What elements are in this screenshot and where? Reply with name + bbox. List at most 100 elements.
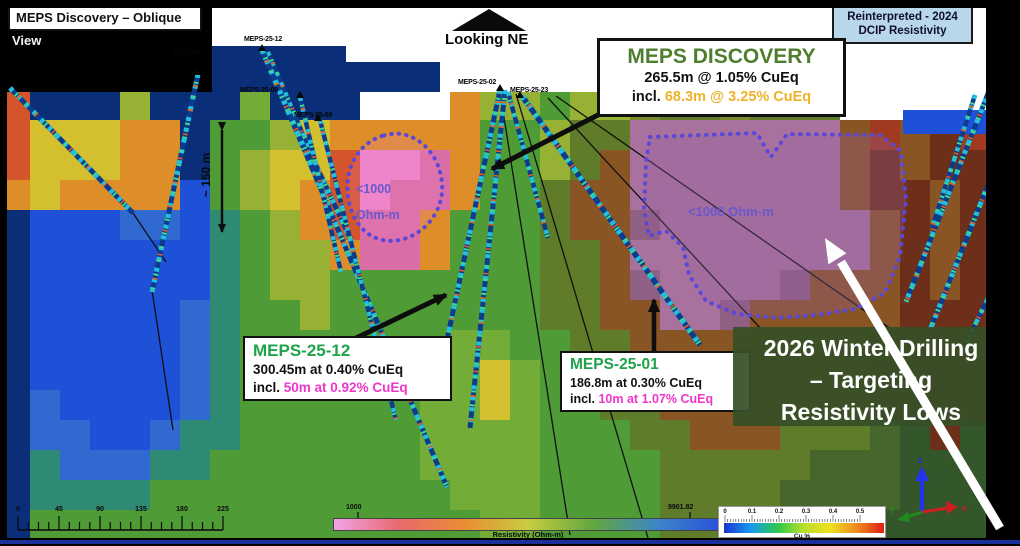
heatmap-cell (930, 300, 960, 330)
heatmap-cell (30, 450, 60, 480)
heatmap-cell (420, 480, 450, 510)
collar-label-meps-25-08: MEPS-25-08 (240, 87, 278, 94)
heatmap-cell (420, 180, 450, 210)
heatmap-cell (690, 270, 720, 300)
heatmap-cell (300, 210, 330, 240)
heatmap-cell (900, 240, 930, 270)
heatmap-cell (30, 390, 60, 420)
heatmap-cell (600, 270, 630, 300)
heatmap-cell (300, 150, 330, 180)
heatmap-cell (330, 90, 360, 120)
heatmap-cell (150, 360, 180, 390)
collar-label-meps-25-23: MEPS-25-23 (510, 87, 548, 94)
heatmap-cell (90, 90, 120, 120)
heatmap-cell (330, 120, 360, 150)
dcip-legend-line1: Reinterpreted - 2024 (836, 10, 969, 24)
low-left-line1: <1000 (356, 176, 400, 202)
heatmap-cell (870, 240, 900, 270)
y-axis-label: y (890, 503, 895, 513)
heatmap-cell (360, 90, 390, 120)
heatmap-cell (150, 270, 180, 300)
heatmap-cell (150, 120, 180, 150)
heatmap-cell (270, 480, 300, 510)
heatmap-cell (480, 90, 510, 120)
heatmap-cell (60, 390, 90, 420)
heatmap-cell (180, 330, 210, 360)
heatmap-cell (240, 150, 270, 180)
heatmap-cell (720, 300, 750, 330)
collar-label-mj-25-07: MJ-25-07 (172, 50, 200, 57)
heatmap-cell (30, 360, 60, 390)
heatmap-cell (90, 180, 120, 210)
cu-tick-comb (719, 507, 885, 523)
heatmap-cell (630, 150, 660, 180)
heatmap-cell (360, 480, 390, 510)
meps-25-01-title: MEPS-25-01 (570, 356, 741, 375)
heatmap-cell (630, 180, 660, 210)
ruler-tick-90: 90 (96, 506, 104, 513)
heatmap-cell (120, 390, 150, 420)
heatmap-cell (300, 420, 330, 450)
heatmap-cell (810, 450, 840, 480)
heatmap-cell (180, 270, 210, 300)
heatmap-cell (510, 90, 540, 120)
heatmap-cell (750, 300, 780, 330)
heatmap-cell (630, 210, 660, 240)
discovery-callout: MEPS DISCOVERY 265.5m @ 1.05% CuEq incl.… (597, 38, 846, 117)
meps-25-12-interval: 300.45m at 0.40% CuEq (253, 361, 442, 379)
heatmap-cell (90, 270, 120, 300)
heatmap-cell (150, 180, 180, 210)
heatmap-cell (270, 210, 300, 240)
heatmap-cell (690, 120, 720, 150)
heatmap-cell (750, 270, 780, 300)
heatmap-cell (720, 450, 750, 480)
heatmap-cell (840, 270, 870, 300)
heatmap-cell (60, 420, 90, 450)
frame-right (986, 0, 1020, 546)
heatmap-cell (300, 300, 330, 330)
section-figure: MEPS Discovery – Oblique View Looking NE… (0, 0, 1020, 546)
heatmap-cell (780, 270, 810, 300)
z-axis-arrowhead (915, 466, 929, 481)
incl-prefix: incl. (632, 89, 665, 105)
heatmap-cell (870, 90, 900, 120)
ruler-tick-225: 225 (217, 506, 229, 513)
heatmap-cell (390, 420, 420, 450)
heatmap-cell (930, 180, 960, 210)
heatmap-cell (480, 240, 510, 270)
heatmap-cell (780, 210, 810, 240)
heatmap-cell (600, 480, 630, 510)
heatmap-cell (240, 270, 270, 300)
x-axis-label: x (962, 503, 967, 513)
scale-arrow-label: ~ 150 m (199, 135, 213, 215)
heatmap-cell (750, 450, 780, 480)
heatmap-cell (30, 420, 60, 450)
heatmap-cell (510, 240, 540, 270)
heatmap-cell (90, 150, 120, 180)
resistivity-min-label: 1000 (346, 504, 362, 511)
heatmap-cell (840, 150, 870, 180)
heatmap-cell (210, 180, 240, 210)
heatmap-cell (120, 270, 150, 300)
heatmap-cell (420, 90, 450, 120)
heatmap-cell (30, 300, 60, 330)
heatmap-cell (450, 270, 480, 300)
heatmap-cell (690, 300, 720, 330)
heatmap-cell (780, 120, 810, 150)
heatmap-cell (810, 240, 840, 270)
heatmap-cell (60, 450, 90, 480)
meps-25-01-interval: 186.8m at 0.30% CuEq (570, 375, 741, 391)
heatmap-cell (510, 210, 540, 240)
heatmap-cell (510, 480, 540, 510)
resistivity-max-label: 9901.82 (668, 504, 693, 511)
heatmap-cell (480, 360, 510, 390)
target-note-line3: Resistivity Lows (733, 396, 1009, 428)
heatmap-cell (870, 180, 900, 210)
y-axis-arrow (907, 512, 922, 517)
heatmap-cell (420, 300, 450, 330)
heatmap-cell (60, 270, 90, 300)
heatmap-cell (450, 180, 480, 210)
heatmap-cell (330, 270, 360, 300)
heatmap-cell (660, 210, 690, 240)
heatmap-cell (270, 300, 300, 330)
